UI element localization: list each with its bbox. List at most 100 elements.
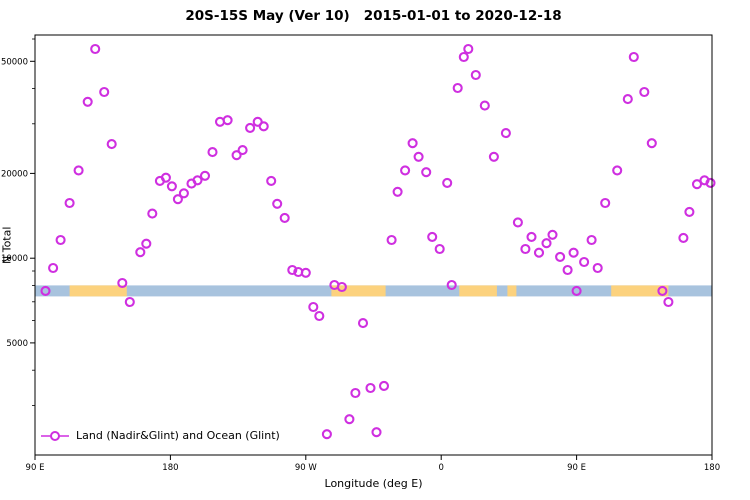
data-point: [434, 243, 445, 255]
data-point: [458, 51, 469, 63]
data-point: [579, 256, 590, 268]
x-tick-label: 90 E: [567, 463, 586, 473]
data-point: [99, 86, 110, 98]
data-point: [571, 285, 582, 296]
data-point: [106, 139, 117, 150]
data-point: [172, 194, 183, 205]
legend-label: Land (Nadir&Glint) and Ocean (Glint): [76, 429, 280, 442]
data-point: [400, 165, 411, 176]
x-tick-label: 90 E: [26, 463, 45, 473]
data-point: [40, 285, 51, 296]
data-point: [207, 147, 218, 158]
plot-border: [34, 34, 713, 456]
data-point: [555, 251, 566, 262]
data-point: [222, 115, 233, 126]
data-point: [48, 262, 59, 274]
data-point: [392, 186, 403, 197]
data-point: [147, 208, 158, 219]
y-tick-label: 50000: [1, 57, 28, 67]
data-point: [520, 243, 531, 255]
data-point: [336, 281, 347, 293]
data-point: [413, 151, 424, 162]
data-point: [192, 175, 203, 186]
chart-title: 20S-15S May (Ver 10) 2015-01-01 to 2020-…: [185, 8, 562, 24]
data-point: [421, 167, 432, 178]
data-point: [357, 318, 369, 329]
data-point: [90, 43, 101, 55]
data-point: [371, 427, 382, 438]
data-point: [266, 175, 277, 186]
land-band-segment: [459, 285, 497, 297]
data-point: [73, 165, 84, 176]
land-band-segment: [69, 285, 127, 297]
data-point: [639, 86, 650, 98]
legend-marker-icon: [41, 430, 69, 441]
data-point: [684, 206, 695, 217]
data-point: [135, 247, 146, 258]
data-point: [365, 382, 376, 394]
data-point: [344, 414, 355, 425]
data-point: [678, 232, 689, 243]
data-point: [300, 267, 311, 278]
data-point: [488, 151, 499, 162]
data-point: [178, 188, 189, 199]
data-point: [568, 247, 579, 258]
data-point: [592, 262, 603, 274]
land-band-segment: [507, 285, 517, 297]
data-point: [463, 43, 474, 55]
data-point: [237, 145, 248, 156]
data-point: [287, 264, 298, 276]
data-point: [314, 310, 325, 322]
legend-circle: [50, 430, 60, 441]
data-point: [526, 231, 537, 242]
x-tick-label: 180: [162, 463, 178, 473]
data-point: [82, 96, 93, 107]
y-tick-label: 10000: [1, 254, 28, 264]
data-point: [446, 279, 457, 291]
data-point: [533, 247, 545, 258]
data-point: [646, 138, 657, 149]
y-tick-label: 20000: [1, 169, 28, 179]
legend: Land (Nadir&Glint) and Ocean (Glint): [40, 429, 280, 442]
data-point: [628, 51, 639, 63]
data-point: [231, 150, 242, 161]
data-point: [272, 198, 283, 209]
x-tick-label: 180: [704, 463, 720, 473]
data-point: [117, 277, 128, 289]
data-point: [407, 138, 418, 149]
data-point: [245, 122, 256, 133]
data-point: [657, 285, 668, 296]
data-point: [308, 301, 319, 313]
data-point: [470, 69, 481, 81]
x-axis-title: Longitude (deg E): [324, 477, 423, 490]
land-band-segment: [611, 285, 669, 297]
data-point: [64, 197, 75, 209]
data-point: [141, 238, 152, 249]
data-point: [512, 217, 523, 228]
data-point: [55, 234, 66, 246]
x-tick-label: 90 W: [295, 463, 318, 473]
data-point: [452, 82, 463, 94]
data-point: [612, 165, 623, 176]
data-point: [160, 172, 171, 183]
data-point: [350, 387, 361, 399]
x-tick-label: 0: [438, 463, 443, 473]
land-band-segment: [331, 285, 386, 297]
data-point: [500, 128, 511, 139]
data-point: [622, 94, 633, 105]
y-tick-label: 5000: [6, 339, 28, 349]
data-point: [691, 179, 703, 190]
data-point: [321, 429, 332, 440]
data-point: [124, 296, 135, 308]
data-point: [663, 296, 674, 308]
data-point: [442, 177, 453, 188]
data-point: [279, 212, 290, 223]
data-point: [541, 238, 552, 249]
data-point: [562, 264, 573, 276]
data-point: [705, 177, 716, 188]
data-point: [586, 234, 597, 246]
data-point: [600, 197, 611, 209]
data-point: [547, 229, 558, 240]
